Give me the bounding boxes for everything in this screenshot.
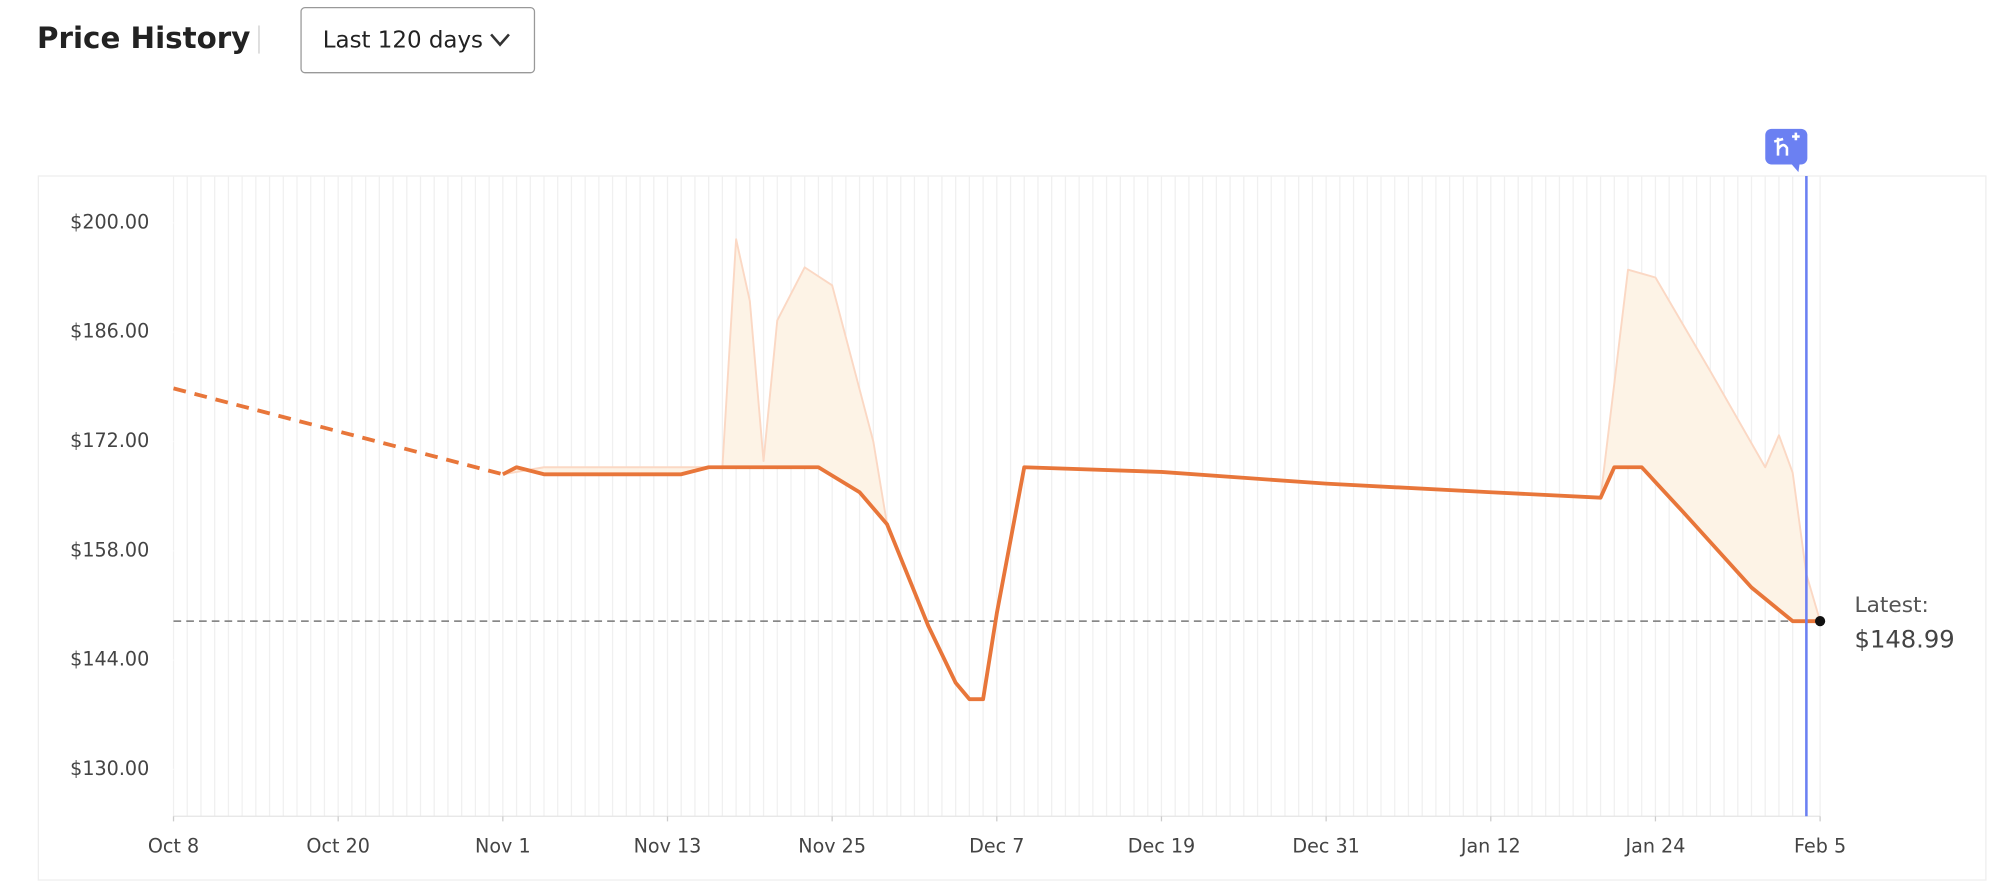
badge-tail: [1790, 163, 1800, 173]
y-tick-label: $172.00: [70, 429, 149, 452]
latest-value: $148.99: [1855, 625, 1955, 653]
range-dropdown[interactable]: Last 120 days: [300, 7, 536, 74]
badge-icon: [1773, 132, 1800, 156]
chevron-icon: [490, 33, 510, 47]
dropdown-label[interactable]: Last 120 days: [323, 27, 483, 53]
x-tick-label: Jan 12: [1460, 834, 1521, 857]
y-tick-label: $144.00: [70, 648, 149, 671]
x-tick-label: Nov 13: [634, 834, 702, 857]
dropdown-box[interactable]: [300, 7, 536, 74]
badge: [1765, 128, 1808, 173]
y-tick-label: $200.00: [70, 210, 149, 233]
y-tick-label: $130.00: [70, 757, 149, 780]
x-tick-label: Oct 20: [306, 834, 369, 857]
latest-label: Latest:: [1855, 593, 1929, 618]
price-line: [501, 465, 1821, 702]
x-tick-label: Dec 19: [1128, 834, 1195, 857]
x-tick-label: Nov 1: [475, 834, 531, 857]
title: Price History: [37, 21, 250, 55]
x-tick-label: Nov 25: [798, 834, 866, 857]
x-tick-label: Dec 7: [969, 834, 1024, 857]
x-tick-label: Oct 8: [148, 834, 199, 857]
latest-dot: [1815, 616, 1826, 627]
x-tick-label: Dec 31: [1292, 834, 1359, 857]
range-fill: [502, 239, 1821, 700]
price-line: [173, 386, 504, 477]
plot-area: $130.00 $144.00 $158.00 $172.00 $186.00 $200.…: [70, 176, 1955, 857]
y-tick-label: $186.00: [70, 320, 149, 343]
x-tick-label: Jan 24: [1624, 834, 1685, 857]
x-tick-label: Feb 5: [1794, 834, 1846, 857]
y-tick-label: $158.00: [70, 538, 149, 561]
